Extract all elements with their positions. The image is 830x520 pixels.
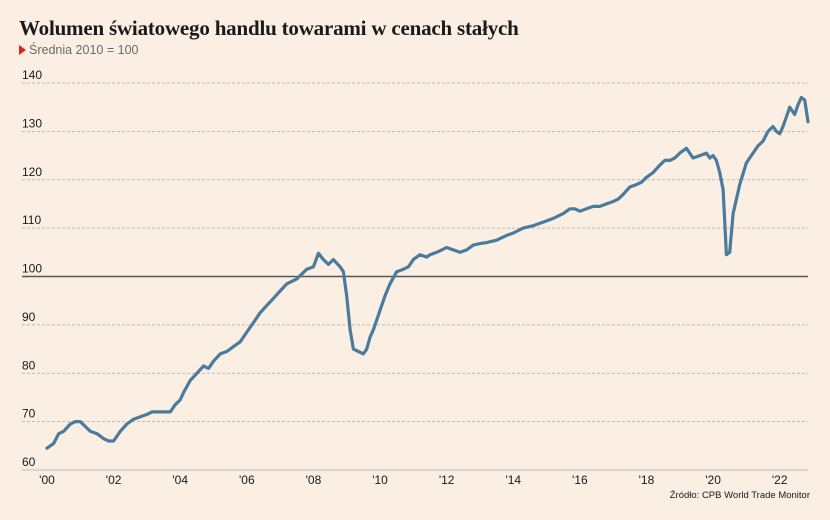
x-tick-label: '18	[639, 473, 655, 487]
y-axis-tick-labels: 60 70 80 90 100 110 120 130 140	[22, 68, 42, 469]
y-tick-label: 140	[22, 68, 42, 82]
chart-title: Wolumen światowego handlu towarami w cen…	[19, 16, 519, 40]
y-tick-label: 100	[22, 262, 42, 276]
x-tick-label: '16	[572, 473, 588, 487]
grid-lines	[22, 82, 808, 471]
y-tick-label: 70	[22, 407, 36, 421]
y-tick-label: 130	[22, 116, 42, 130]
y-tick-label: 60	[22, 455, 36, 469]
x-axis-tick-labels: '00 '02 '04 '06 '08 '10 '12 '14 '16 '18 '20 '22	[39, 473, 788, 487]
x-tick-label: '10	[372, 473, 388, 487]
y-tick-label: 80	[22, 358, 36, 372]
y-tick-label: 120	[22, 165, 42, 179]
x-tick-label: '12	[439, 473, 455, 487]
x-tick-label: '08	[306, 473, 322, 487]
source-note: Źródło: CPB World Trade Monitor	[669, 490, 810, 501]
x-tick-label: '14	[505, 473, 521, 487]
y-tick-label: 110	[22, 213, 41, 227]
x-tick-label: '04	[172, 473, 188, 487]
series-layer	[45, 95, 810, 450]
y-tick-label: 90	[22, 310, 36, 324]
red-triangle-marker-icon	[19, 45, 26, 55]
x-tick-label: '20	[705, 473, 721, 487]
subtitle-text: Średnia 2010 = 100	[29, 43, 139, 57]
x-tick-label: '00	[39, 473, 55, 487]
chart-subtitle: Średnia 2010 = 100	[19, 43, 138, 57]
series-line	[45, 95, 810, 450]
x-tick-label: '22	[772, 473, 788, 487]
x-tick-label: '02	[106, 473, 122, 487]
x-tick-label: '06	[239, 473, 255, 487]
